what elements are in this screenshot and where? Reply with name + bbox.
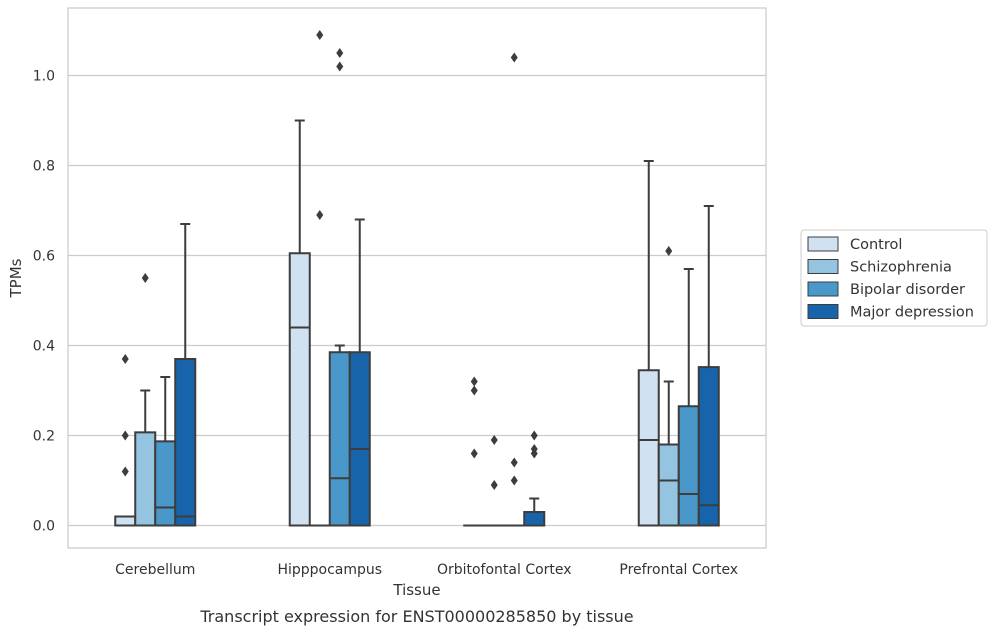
legend-swatch	[807, 259, 839, 274]
outlier-point	[530, 444, 538, 454]
legend: Control Schizophrenia Bipolar disorder Majo…	[800, 229, 988, 327]
outlier-point	[510, 52, 518, 63]
box-series	[114, 30, 720, 527]
box	[657, 443, 680, 527]
chart-caption: Transcript expression for ENST0000028585…	[199, 607, 633, 626]
x-tick-label: Cerebellum	[115, 562, 195, 578]
box	[154, 440, 177, 527]
y-tick-labels: 0.0 0.2 0.4 0.6 0.8 1.0	[33, 69, 55, 535]
outlier-point	[530, 430, 538, 441]
series-bipolar-disorder	[154, 48, 700, 527]
series-schizophrenia	[134, 30, 680, 527]
series-major-depression	[174, 205, 720, 527]
box	[288, 252, 311, 527]
outlier-point	[490, 435, 498, 445]
outlier-point	[336, 48, 344, 58]
x-tick-label: Prefrontal Cortex	[619, 562, 738, 578]
box	[328, 351, 351, 527]
box	[677, 405, 700, 527]
outlier-point	[470, 448, 478, 459]
legend-label: Schizophrenia	[850, 260, 952, 276]
box	[523, 511, 546, 527]
y-tick-label: 0.8	[33, 159, 55, 175]
outlier-point	[141, 273, 149, 283]
outlier-point	[510, 475, 518, 486]
y-tick-label: 1.0	[33, 69, 55, 85]
x-tick-labels: Cerebellum Hipppocampus Orbitofontal Corte…	[115, 562, 738, 578]
legend-label: Control	[850, 237, 902, 253]
outlier-point	[121, 430, 129, 441]
outlier-point	[470, 376, 478, 387]
y-tick-label: 0.0	[33, 519, 55, 535]
box	[697, 366, 720, 527]
outlier-point	[490, 480, 498, 490]
x-tick-label: Hipppocampus	[277, 562, 382, 578]
box	[348, 351, 371, 527]
legend-swatch	[807, 304, 839, 319]
box	[637, 369, 660, 527]
legend-frame	[800, 229, 988, 327]
outlier-point	[470, 385, 478, 396]
outlier-point	[316, 30, 324, 40]
y-tick-label: 0.4	[33, 339, 55, 355]
outlier-point	[121, 354, 129, 364]
x-tick-label: Orbitofontal Cortex	[437, 562, 572, 578]
outlier-point	[121, 466, 129, 477]
outlier-point	[336, 61, 344, 72]
legend-swatch	[807, 281, 839, 297]
y-tick-label: 0.6	[33, 249, 55, 265]
outlier-point	[665, 246, 673, 256]
outlier-point	[316, 210, 324, 220]
x-axis-title: Tissue	[392, 581, 440, 599]
y-tick-label: 0.2	[33, 429, 55, 445]
legend-items: Control Schizophrenia Bipolar disorder Majo…	[807, 236, 974, 321]
box	[134, 431, 157, 527]
y-axis-title: TPMs	[7, 258, 25, 298]
legend-label: Bipolar disorder	[850, 282, 965, 298]
legend-label: Major depression	[850, 305, 974, 321]
box	[174, 358, 197, 527]
outlier-point	[510, 457, 518, 468]
legend-swatch	[807, 236, 839, 252]
box	[114, 515, 137, 527]
